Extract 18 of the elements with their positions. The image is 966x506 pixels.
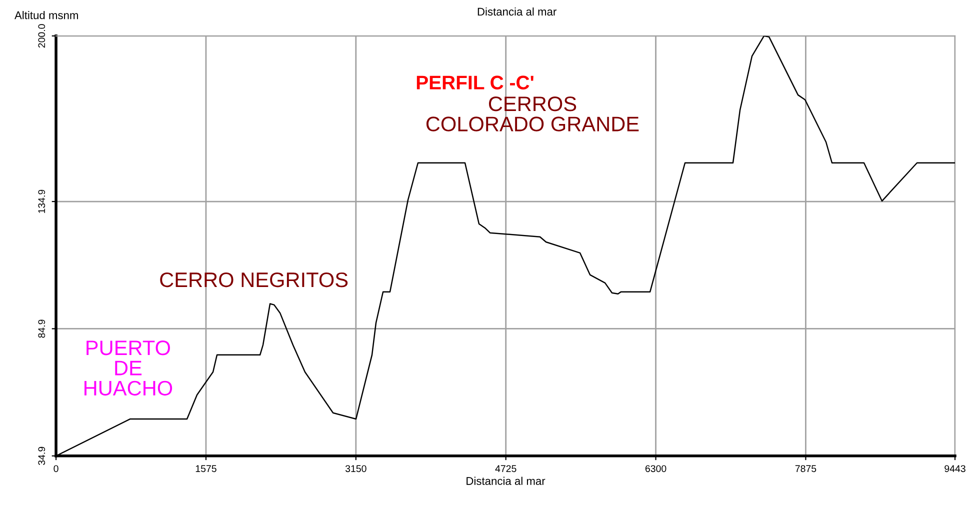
x-tick-label: 4725 [495,465,516,472]
x-axis-title: Distancia al mar [466,476,546,485]
y-tick-label: 84.9 [38,320,46,338]
x2-axis-title: Distancia al mar [478,7,556,16]
text: PERFIL C -C' [416,76,534,90]
y-tick-label: 134.9 [38,190,46,213]
x-tick-label: 7875 [795,465,816,472]
x-tick-label: 0 [54,465,58,472]
annotation: CERROS COLORADO GRANDE [426,96,639,132]
y-axis-title: Altitud msnm [14,11,78,20]
x-tick-label: 1575 [196,465,216,472]
annotation: CERRO NEGRITOS [160,272,348,288]
y-tick-label: 34.9 [38,446,46,465]
x-tick-label: 9443 [944,465,966,472]
x-tick-label: 3150 [345,465,366,472]
y-tick-label: 200.0 [38,24,46,48]
x-tick-label: 6300 [645,465,666,472]
annotation: PUERTO DE HUACHO [84,340,172,396]
